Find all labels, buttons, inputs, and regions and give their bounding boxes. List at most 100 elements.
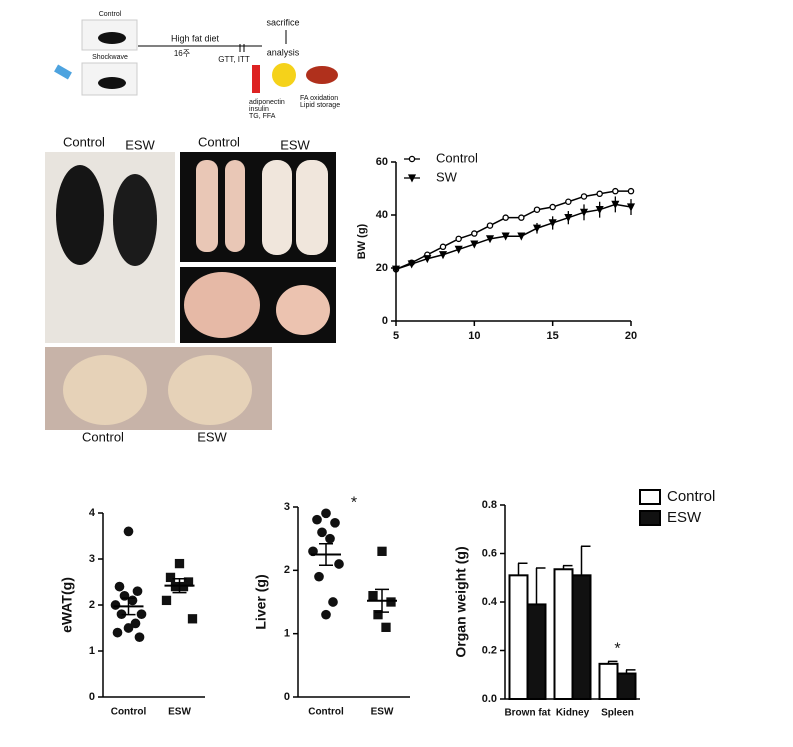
y-tick-label: 0.8 [482, 499, 497, 511]
fat-icon [272, 63, 296, 87]
mouse-photo [56, 165, 104, 265]
label: FA oxidation [300, 95, 338, 102]
y-tick-label: 1 [284, 628, 290, 640]
point [626, 203, 636, 212]
series-line [395, 203, 632, 271]
point [381, 622, 391, 632]
x-tick-label: 15 [547, 330, 559, 342]
point [321, 609, 331, 620]
error-bar [375, 588, 389, 613]
point [438, 251, 448, 260]
point [165, 572, 176, 583]
point [596, 190, 603, 198]
point [328, 597, 338, 607]
photos: Control ESW Control ESW Control ESW [45, 134, 336, 444]
point [114, 581, 125, 592]
photo-label: Control [82, 429, 124, 444]
x-tick-label: Control [111, 707, 147, 718]
point [580, 193, 588, 200]
y-tick-label: 3 [89, 553, 95, 565]
point [391, 265, 401, 274]
series-line [395, 190, 631, 271]
point [485, 235, 495, 244]
label: sacrifice [266, 17, 299, 27]
x-tick-label: 10 [468, 330, 480, 342]
error-bar [607, 660, 618, 664]
point [612, 187, 619, 195]
point [549, 203, 556, 211]
y-tick-label: 20 [376, 262, 388, 274]
liver-photo [276, 285, 330, 335]
y-tick-label: 60 [376, 156, 388, 168]
abdomen-photo [63, 355, 147, 425]
point [407, 260, 416, 269]
annotation: * [351, 495, 357, 512]
y-tick-label: 2 [284, 564, 290, 576]
point [611, 200, 620, 209]
photo-label: ESW [280, 137, 310, 152]
blood-tube [252, 65, 260, 93]
y-tick-label: 0.4 [482, 596, 498, 608]
y-tick-label: 0 [89, 691, 95, 703]
point [110, 600, 121, 610]
y-axis-label: eWAT(g) [59, 577, 75, 633]
mouse-icon [98, 32, 126, 44]
x-tick-label: 5 [393, 330, 399, 342]
error-bar [121, 597, 136, 616]
point [334, 559, 344, 569]
point [136, 609, 147, 620]
point [123, 623, 134, 633]
point [373, 610, 383, 620]
liver-photo [184, 272, 260, 338]
point [501, 232, 510, 241]
legend-swatch [639, 510, 661, 526]
point [532, 224, 542, 233]
bar [553, 568, 574, 701]
point [112, 627, 123, 638]
x-tick-label: ESW [371, 707, 394, 718]
error-bar [625, 669, 636, 674]
point [161, 595, 172, 606]
label: adiponectin [249, 99, 285, 106]
bar [598, 662, 619, 701]
legend-label: Control [667, 488, 715, 505]
label: Control [99, 11, 122, 18]
tissue [196, 160, 218, 252]
y-tick-label: 40 [376, 209, 388, 221]
liver-icon [306, 66, 338, 84]
point [423, 255, 432, 264]
point [132, 586, 143, 597]
tissue [262, 160, 292, 255]
label: GTT, ITT [218, 55, 250, 64]
point [455, 235, 462, 243]
x-tick-label: Brown fat [504, 708, 551, 719]
bar [571, 574, 592, 701]
x-tick-label: Spleen [601, 708, 634, 719]
legend-label: Control [436, 150, 478, 165]
error-bar [535, 567, 546, 605]
point [471, 230, 478, 237]
point [187, 614, 198, 624]
point [548, 219, 557, 228]
point [308, 546, 318, 557]
y-tick-label: 1 [89, 645, 95, 657]
point [533, 206, 541, 213]
legend-label: SW [436, 169, 458, 184]
point [439, 243, 447, 251]
y-axis-label: Liver (g) [253, 574, 269, 629]
point [123, 526, 134, 537]
y-axis-label: BW (g) [356, 223, 368, 259]
error-bar [580, 545, 591, 576]
x-tick-label: 20 [625, 330, 637, 342]
point [408, 155, 416, 163]
point [174, 558, 185, 569]
label: Shockwave [92, 54, 128, 61]
y-axis-label: Organ weight (g) [453, 546, 469, 657]
error-bar [562, 564, 573, 570]
tissue [225, 160, 245, 252]
y-tick-label: 0.6 [482, 547, 497, 559]
abdomen-photo [168, 355, 252, 425]
point [518, 214, 525, 221]
point [564, 214, 573, 223]
